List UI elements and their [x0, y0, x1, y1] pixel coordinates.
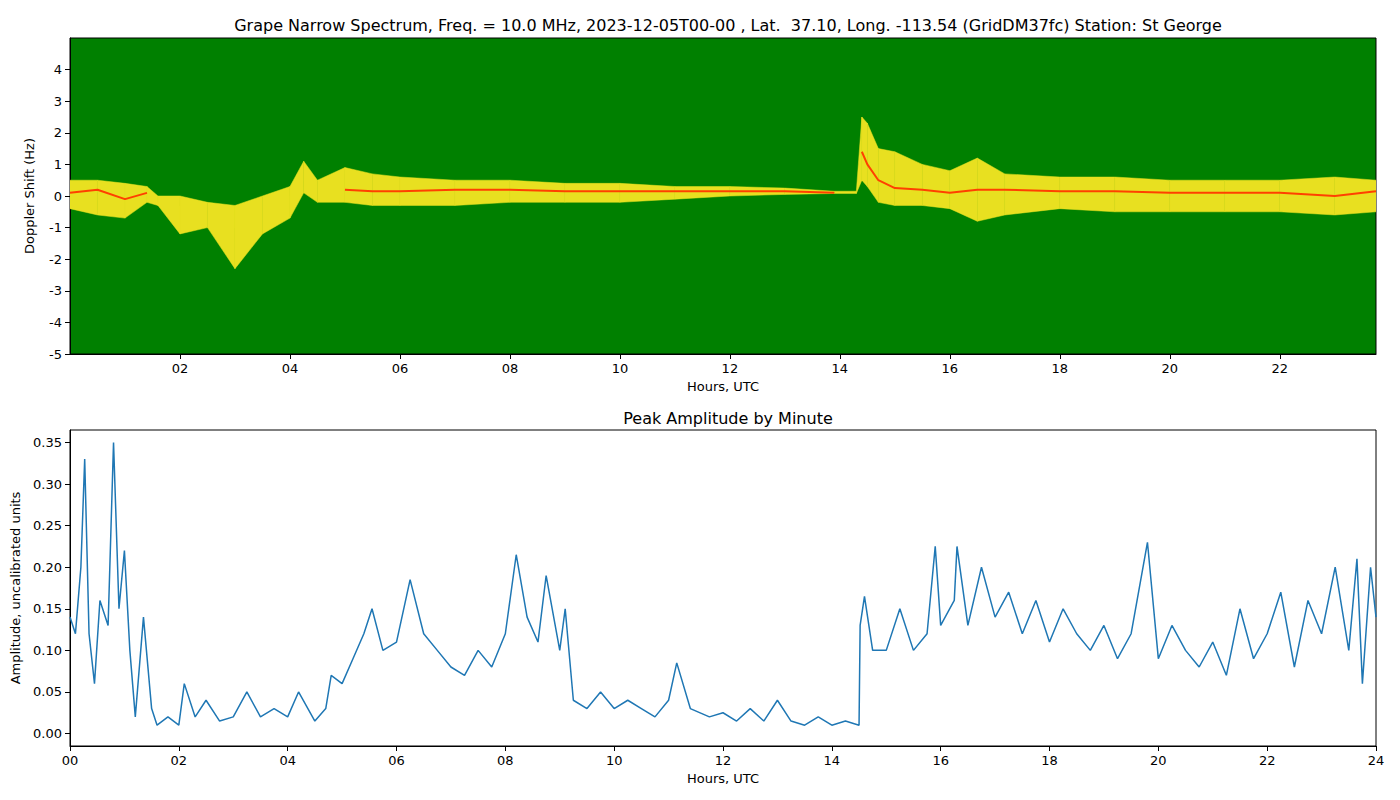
svg-text:18: 18: [1052, 361, 1069, 376]
svg-text:02: 02: [172, 361, 189, 376]
svg-text:Hours, UTC: Hours, UTC: [687, 771, 759, 786]
svg-text:22: 22: [1271, 361, 1288, 376]
svg-text:0.00: 0.00: [33, 726, 62, 741]
svg-text:06: 06: [388, 753, 405, 768]
svg-text:06: 06: [392, 361, 409, 376]
svg-text:08: 08: [502, 361, 519, 376]
svg-text:Amplitude, uncalibrated units: Amplitude, uncalibrated units: [8, 491, 23, 684]
svg-text:0.25: 0.25: [33, 518, 62, 533]
svg-text:00: 00: [62, 753, 79, 768]
svg-text:-2: -2: [49, 252, 62, 267]
svg-text:Doppler Shift (Hz): Doppler Shift (Hz): [22, 138, 37, 254]
svg-text:1: 1: [54, 157, 62, 172]
svg-text:16: 16: [932, 753, 949, 768]
svg-text:0.20: 0.20: [33, 560, 62, 575]
svg-text:0.35: 0.35: [33, 435, 62, 450]
svg-text:22: 22: [1259, 753, 1276, 768]
svg-text:20: 20: [1162, 361, 1179, 376]
svg-text:0.15: 0.15: [33, 601, 62, 616]
svg-text:12: 12: [715, 753, 732, 768]
svg-text:-3: -3: [49, 283, 62, 298]
svg-text:04: 04: [279, 753, 296, 768]
svg-text:18: 18: [1041, 753, 1058, 768]
svg-text:14: 14: [824, 753, 841, 768]
svg-text:14: 14: [832, 361, 849, 376]
svg-text:0.10: 0.10: [33, 643, 62, 658]
svg-text:Hours, UTC: Hours, UTC: [687, 379, 759, 394]
svg-text:16: 16: [942, 361, 959, 376]
svg-text:4: 4: [54, 62, 62, 77]
svg-text:12: 12: [722, 361, 739, 376]
svg-text:0: 0: [54, 189, 62, 204]
svg-text:04: 04: [282, 361, 299, 376]
svg-text:10: 10: [606, 753, 623, 768]
svg-text:Grape Narrow Spectrum, Freq. =: Grape Narrow Spectrum, Freq. = 10.0 MHz,…: [234, 16, 1222, 35]
svg-text:-4: -4: [49, 315, 62, 330]
svg-text:08: 08: [497, 753, 514, 768]
svg-text:20: 20: [1150, 753, 1167, 768]
svg-text:3: 3: [54, 94, 62, 109]
svg-text:24: 24: [1368, 753, 1385, 768]
svg-text:0.05: 0.05: [33, 684, 62, 699]
svg-text:Peak Amplitude by Minute: Peak Amplitude by Minute: [623, 409, 833, 428]
svg-text:2: 2: [54, 125, 62, 140]
svg-text:-1: -1: [49, 220, 62, 235]
svg-text:10: 10: [612, 361, 629, 376]
svg-text:02: 02: [171, 753, 188, 768]
svg-text:-5: -5: [49, 347, 62, 362]
svg-text:0.30: 0.30: [33, 477, 62, 492]
